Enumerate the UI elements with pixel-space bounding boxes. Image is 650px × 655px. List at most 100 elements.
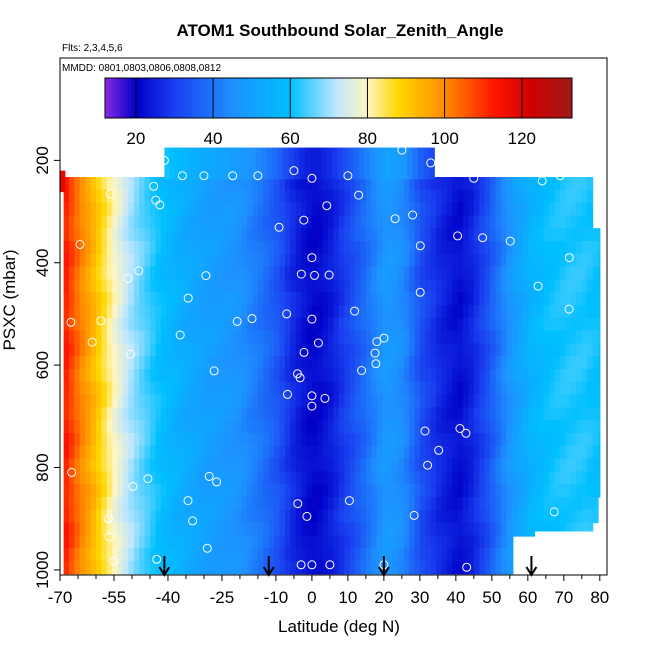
heat-cell	[500, 292, 507, 306]
heat-cell	[365, 484, 372, 498]
heat-cell	[446, 356, 453, 370]
heat-cell	[95, 253, 102, 268]
heat-cell	[412, 147, 419, 180]
heat-cell	[252, 279, 259, 293]
heat-cell	[468, 356, 475, 370]
heat-cell	[349, 484, 356, 498]
heat-cell	[112, 420, 119, 434]
heat-cell	[338, 228, 345, 242]
heat-cell	[376, 484, 383, 498]
observation-point	[293, 369, 302, 379]
heat-cell	[598, 368, 601, 383]
heat-cell	[144, 368, 151, 383]
heat-cell	[133, 484, 140, 498]
heat-cell	[338, 407, 345, 421]
observation-point	[202, 543, 212, 553]
heat-cell	[328, 522, 335, 536]
heat-cell	[133, 189, 140, 204]
heat-cell	[284, 407, 291, 421]
heat-cell	[511, 432, 518, 447]
heat-cell	[355, 548, 362, 562]
heat-cell	[187, 241, 194, 255]
heat-cell	[187, 304, 194, 319]
heat-cell	[441, 445, 448, 460]
heat-cell	[155, 177, 162, 191]
heat-cell	[490, 458, 497, 472]
heat-cell	[392, 330, 399, 344]
heat-cell	[247, 189, 254, 204]
heat-cell	[338, 317, 345, 332]
heat-cell	[268, 560, 275, 575]
heat-cell	[484, 394, 491, 408]
heat-cell	[506, 381, 513, 396]
heat-cell	[576, 304, 583, 319]
heat-cell	[182, 445, 189, 460]
heat-cell	[371, 496, 378, 511]
heat-cell	[311, 458, 318, 472]
heat-cell	[187, 215, 194, 229]
observation-point	[372, 337, 382, 347]
heat-cell	[479, 266, 486, 280]
heat-cell	[554, 330, 561, 344]
heat-cell	[311, 266, 318, 280]
heat-cell	[74, 548, 81, 562]
heat-cell	[479, 228, 486, 242]
heat-cell	[274, 535, 281, 549]
heat-cell	[479, 368, 486, 383]
heat-cell	[236, 509, 243, 524]
heat-cell	[263, 202, 270, 217]
x-tick-label: -70	[48, 588, 73, 607]
heat-cell	[484, 496, 491, 511]
heat-cell	[365, 253, 372, 268]
heat-cell	[133, 381, 140, 396]
heat-cell	[69, 509, 75, 524]
heat-cell	[360, 445, 367, 460]
heat-cell	[198, 177, 205, 191]
heat-cell	[468, 471, 475, 485]
heat-cell	[587, 228, 594, 242]
heat-cell	[425, 177, 432, 191]
heat-cell	[101, 407, 108, 421]
heat-cell	[544, 228, 551, 242]
heat-cell	[533, 266, 540, 280]
heat-cell	[533, 343, 540, 357]
heat-cell	[241, 471, 248, 485]
heat-cell	[436, 368, 443, 383]
observation-point	[379, 333, 389, 343]
heat-cell	[284, 509, 291, 524]
heat-cell	[95, 279, 102, 293]
heat-cell	[301, 356, 308, 370]
heat-cell	[295, 266, 302, 280]
heat-cell	[544, 202, 551, 217]
heat-cell	[144, 317, 151, 332]
heat-cell	[317, 292, 324, 306]
heat-cell	[241, 368, 248, 383]
heat-cell	[382, 509, 389, 524]
heat-cell	[241, 394, 248, 408]
heat-cell	[500, 304, 507, 319]
heat-cell	[533, 317, 540, 332]
heat-cell	[193, 484, 200, 498]
heat-cell	[522, 266, 529, 280]
heat-cell	[247, 522, 254, 536]
heat-cell	[322, 279, 329, 293]
heat-cell	[79, 496, 86, 511]
heat-cell	[139, 368, 146, 383]
heat-cell	[133, 330, 140, 344]
heat-cell	[160, 535, 167, 549]
heat-cell	[69, 241, 75, 255]
heat-cell	[398, 535, 405, 549]
heat-cell	[295, 215, 302, 229]
heat-cell	[506, 279, 513, 293]
heat-cell	[203, 266, 210, 280]
heat-cell	[193, 202, 200, 217]
heat-cell	[376, 445, 383, 460]
heat-cell	[187, 253, 194, 268]
heat-cell	[446, 292, 453, 306]
heat-cell	[349, 266, 356, 280]
heat-cell	[425, 381, 432, 396]
heat-cell	[149, 317, 156, 332]
heat-cell	[166, 522, 173, 536]
heat-cell	[441, 343, 448, 357]
heat-cell	[95, 241, 102, 255]
